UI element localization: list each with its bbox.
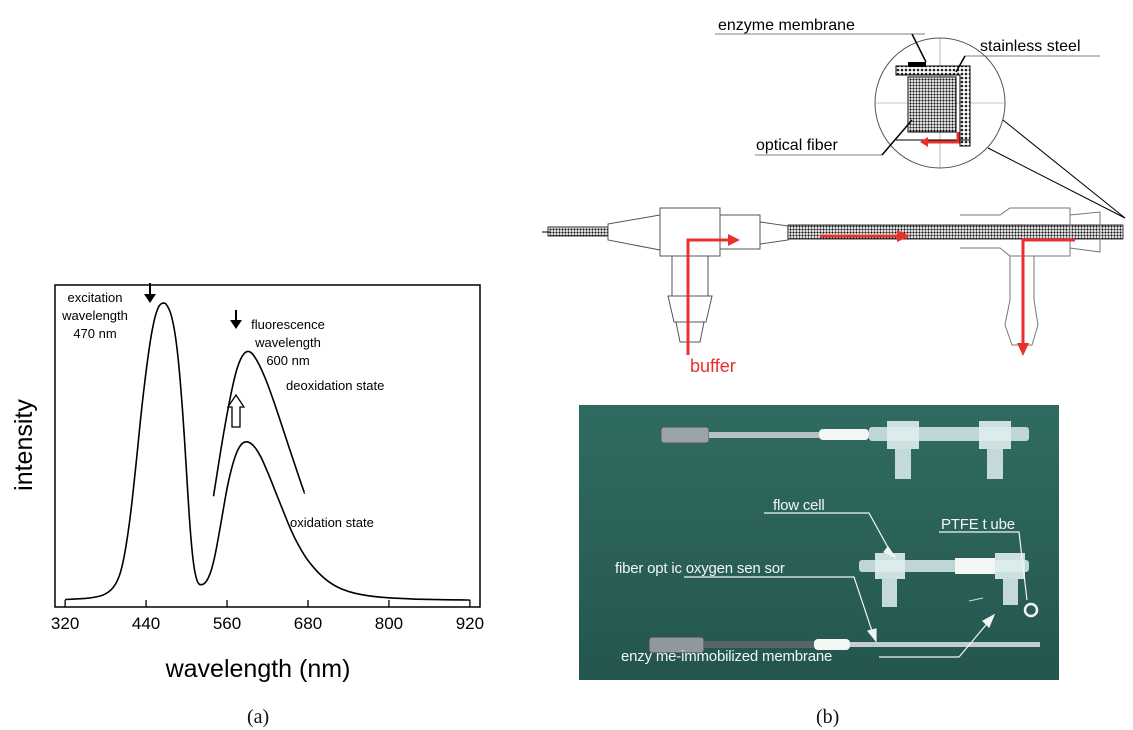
photo-middle-flow-cell xyxy=(859,553,1039,618)
excitation-label-line1: excitation xyxy=(68,290,123,305)
deoxidation-spectrum-line xyxy=(212,350,306,497)
fluorescence-label-line2: wavelength xyxy=(254,335,321,350)
deoxidation-label: deoxidation state xyxy=(286,378,384,393)
x-tick-label: 440 xyxy=(132,614,160,633)
photo-label-membrane: enzy me-immobilized membrane xyxy=(621,648,833,665)
fluorescence-label-line3: 600 nm xyxy=(266,353,309,368)
x-tick-label: 560 xyxy=(213,614,241,633)
x-tick-label: 320 xyxy=(51,614,79,633)
buffer-flow-arrows xyxy=(686,230,1075,356)
panel-a-label: (a) xyxy=(247,706,270,728)
photo-objects xyxy=(648,421,1040,658)
left-tee-fitting xyxy=(607,207,789,343)
magnified-detail xyxy=(874,37,1126,219)
excitation-label-line2: wavelength xyxy=(61,308,128,323)
excitation-arrow xyxy=(144,283,156,303)
oxidation-label: oxidation state xyxy=(290,515,374,530)
fluorescence-label-line1: fluorescence xyxy=(251,317,325,332)
photo-label-flow-cell: flow cell xyxy=(773,497,825,514)
curves xyxy=(65,302,471,601)
label-buffer: buffer xyxy=(690,356,736,376)
plot-frame xyxy=(54,284,481,608)
photo-top-assembly xyxy=(660,421,1029,479)
x-tick-label: 920 xyxy=(456,614,484,633)
spectrum-chart: 320 440 560 680 800 920 wavelength (nm) inten… xyxy=(10,283,484,683)
label-stainless-steel: stainless steel xyxy=(980,38,1081,55)
panel-b-label: (b) xyxy=(816,706,840,728)
photo-callout-lines xyxy=(684,512,1028,658)
stainless-steel-wall xyxy=(895,65,971,147)
excitation-label-line3: 470 nm xyxy=(73,326,116,341)
fiber-left-end xyxy=(547,226,609,237)
y-axis-label: intensity xyxy=(10,399,38,491)
x-tick-label: 680 xyxy=(294,614,322,633)
oxidation-spectrum-line xyxy=(65,302,471,601)
x-axis-ticks: 320 440 560 680 800 920 xyxy=(51,600,484,633)
label-optical-fiber: optical fiber xyxy=(756,137,838,154)
flow-cell-diagram: enzyme membrane stainless steel optical … xyxy=(542,17,1126,376)
photo-bottom-sensor xyxy=(648,597,1040,654)
optical-fiber-core xyxy=(907,76,957,133)
photo-label-oxygen-sensor: fiber opt ic oxygen sen sor xyxy=(615,560,785,577)
x-axis-label: wavelength (nm) xyxy=(165,655,351,683)
fluorescence-arrow xyxy=(230,310,242,329)
enzyme-membrane-layer xyxy=(908,62,926,67)
x-tick-label: 800 xyxy=(375,614,403,633)
label-enzyme-membrane: enzyme membrane xyxy=(718,17,855,34)
flow-cell-photograph: flow cell PTFE t ube fiber opt ic oxygen… xyxy=(579,405,1059,680)
magnified-flow-arrow xyxy=(928,132,960,144)
state-change-arrow xyxy=(226,393,246,428)
photo-label-ptfe-tube: PTFE t ube xyxy=(941,516,1015,533)
